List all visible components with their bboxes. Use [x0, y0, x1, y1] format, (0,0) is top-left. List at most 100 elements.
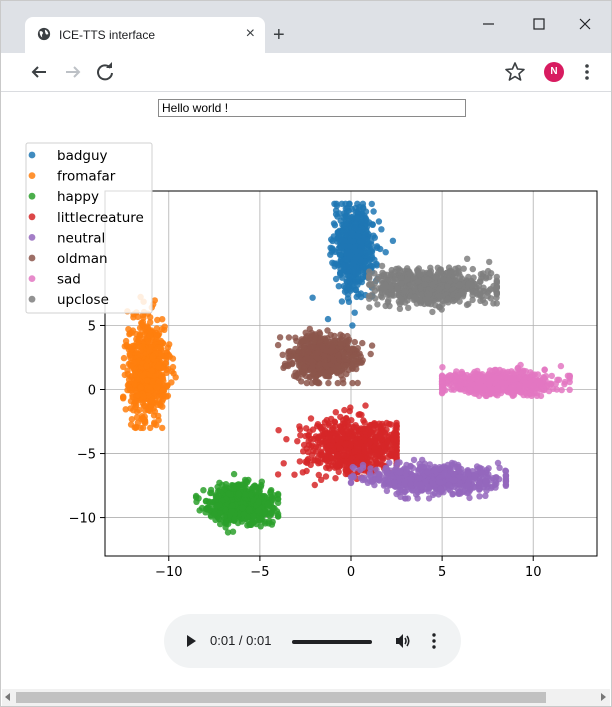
scatter-point-fromafar — [139, 372, 146, 380]
close-icon[interactable]: × — [245, 25, 255, 42]
scatter-point-fromafar — [129, 327, 137, 334]
scatter-point-oldman — [308, 379, 316, 387]
scatter-point-oldman — [285, 334, 293, 341]
scatter-point-badguy — [382, 249, 389, 256]
scatter-point-badguy — [348, 230, 356, 237]
scatter-point-sad — [529, 382, 537, 390]
scatter-point-neutral — [407, 481, 414, 488]
scatter-point-sad — [566, 386, 573, 393]
scatter-point-fromafar — [136, 406, 143, 414]
scatter-point-oldman — [322, 336, 329, 344]
scatter-point-neutral — [478, 470, 486, 477]
scatter-point-littlecreature — [325, 422, 332, 429]
scatter-point-happy — [203, 497, 210, 505]
scatter-point-littlecreature — [319, 423, 326, 431]
scatter-point-littlecreature — [358, 425, 365, 432]
scatter-point-littlecreature — [307, 415, 315, 422]
scatter-point-sad — [477, 371, 484, 379]
scatter-point-oldman — [276, 334, 284, 341]
browser-tab[interactable]: ICE-TTS interface × — [25, 17, 265, 53]
reload-icon[interactable] — [93, 60, 117, 84]
scatter-point-badguy — [335, 248, 342, 256]
tab-strip: ICE-TTS interface × + — [1, 1, 611, 53]
scatter-point-fromafar — [122, 406, 129, 413]
scatter-point-sad — [541, 374, 548, 382]
minimize-icon[interactable] — [475, 13, 503, 35]
scatter-point-fromafar — [137, 424, 144, 432]
scatter-point-badguy — [348, 281, 356, 289]
scatter-point-fromafar — [164, 344, 171, 351]
scatter-point-oldman — [344, 338, 352, 345]
scatter-point-fromafar — [154, 316, 161, 324]
bookmark-star-icon[interactable] — [503, 60, 527, 84]
scatter-point-happy — [214, 502, 221, 509]
scatter-point-neutral — [489, 475, 497, 482]
scatter-point-neutral — [366, 472, 374, 479]
back-arrow-icon[interactable] — [27, 60, 51, 84]
scatter-point-badguy — [375, 218, 383, 225]
scatter-point-littlecreature — [325, 462, 332, 470]
scatter-point-happy — [239, 504, 246, 512]
scatter-point-oldman — [322, 362, 329, 369]
scatter-point-fromafar — [146, 327, 153, 335]
scatter-point-happy — [261, 492, 268, 500]
scatter-point-happy — [264, 501, 271, 508]
scatter-point-littlecreature — [385, 453, 392, 461]
scatter-point-littlecreature — [393, 423, 400, 431]
scatter-point-fromafar — [124, 370, 132, 378]
scatter-point-oldman — [346, 348, 353, 356]
scatter-point-oldman — [301, 363, 308, 371]
scatter-point-badguy — [344, 263, 351, 270]
scatter-point-oldman — [303, 379, 310, 387]
scatter-point-sad — [458, 368, 465, 376]
scatter-point-sad — [546, 380, 553, 387]
scatter-point-oldman — [325, 379, 332, 387]
scatter-point-neutral — [460, 474, 468, 481]
maximize-icon[interactable] — [525, 13, 553, 35]
scatter-point-fromafar — [159, 387, 166, 394]
scatter-point-oldman — [324, 327, 331, 334]
profile-avatar[interactable]: N — [544, 62, 564, 82]
forward-arrow-icon[interactable] — [61, 60, 85, 84]
scatter-point-sad — [473, 385, 480, 393]
scatter-point-fromafar — [149, 378, 156, 385]
scatter-point-oldman — [290, 372, 298, 380]
text-input[interactable] — [158, 99, 466, 117]
scatter-point-oldman — [339, 376, 346, 383]
scatter-point-neutral — [471, 472, 478, 479]
scatter-point-oldman — [351, 352, 358, 360]
scatter-point-littlecreature — [342, 441, 349, 448]
scatter-point-badguy — [378, 226, 385, 233]
scatter-point-littlecreature — [314, 423, 321, 430]
scatter-point-happy — [207, 489, 214, 497]
scatter-point-sad — [553, 386, 560, 393]
scatter-point-neutral — [414, 489, 422, 496]
scatter-point-fromafar — [158, 373, 165, 380]
scatter-point-happy — [211, 511, 218, 518]
scatter-point-oldman — [305, 348, 312, 355]
scatter-point-neutral — [502, 472, 510, 479]
scatter-point-oldman — [301, 336, 308, 344]
scatter-point-littlecreature — [337, 426, 344, 433]
scatter-point-fromafar — [127, 421, 135, 428]
new-tab-icon[interactable]: + — [273, 24, 285, 46]
scatter-point-neutral — [388, 472, 395, 480]
scatter-point-neutral — [376, 471, 383, 478]
scatter-point-happy — [242, 478, 250, 485]
scatter-point-littlecreature — [323, 457, 331, 465]
scatter-point-sad — [438, 389, 446, 396]
scatter-point-badguy — [328, 248, 335, 255]
scatter-point-sad — [471, 368, 478, 376]
scatter-point-neutral — [416, 480, 423, 488]
scatter-point-littlecreature — [365, 426, 373, 433]
scatter-point-littlecreature — [361, 419, 368, 426]
scatter-point-littlecreature — [283, 436, 290, 443]
window-close-icon[interactable] — [571, 13, 599, 35]
scatter-point-fromafar — [156, 378, 163, 386]
scatter-point-littlecreature — [275, 427, 282, 434]
scatter-point-happy — [258, 478, 265, 485]
kebab-menu-icon[interactable] — [579, 60, 595, 84]
scatter-point-neutral — [483, 487, 490, 494]
scatter-point-littlecreature — [324, 430, 331, 437]
scatter-point-badguy — [350, 238, 357, 245]
